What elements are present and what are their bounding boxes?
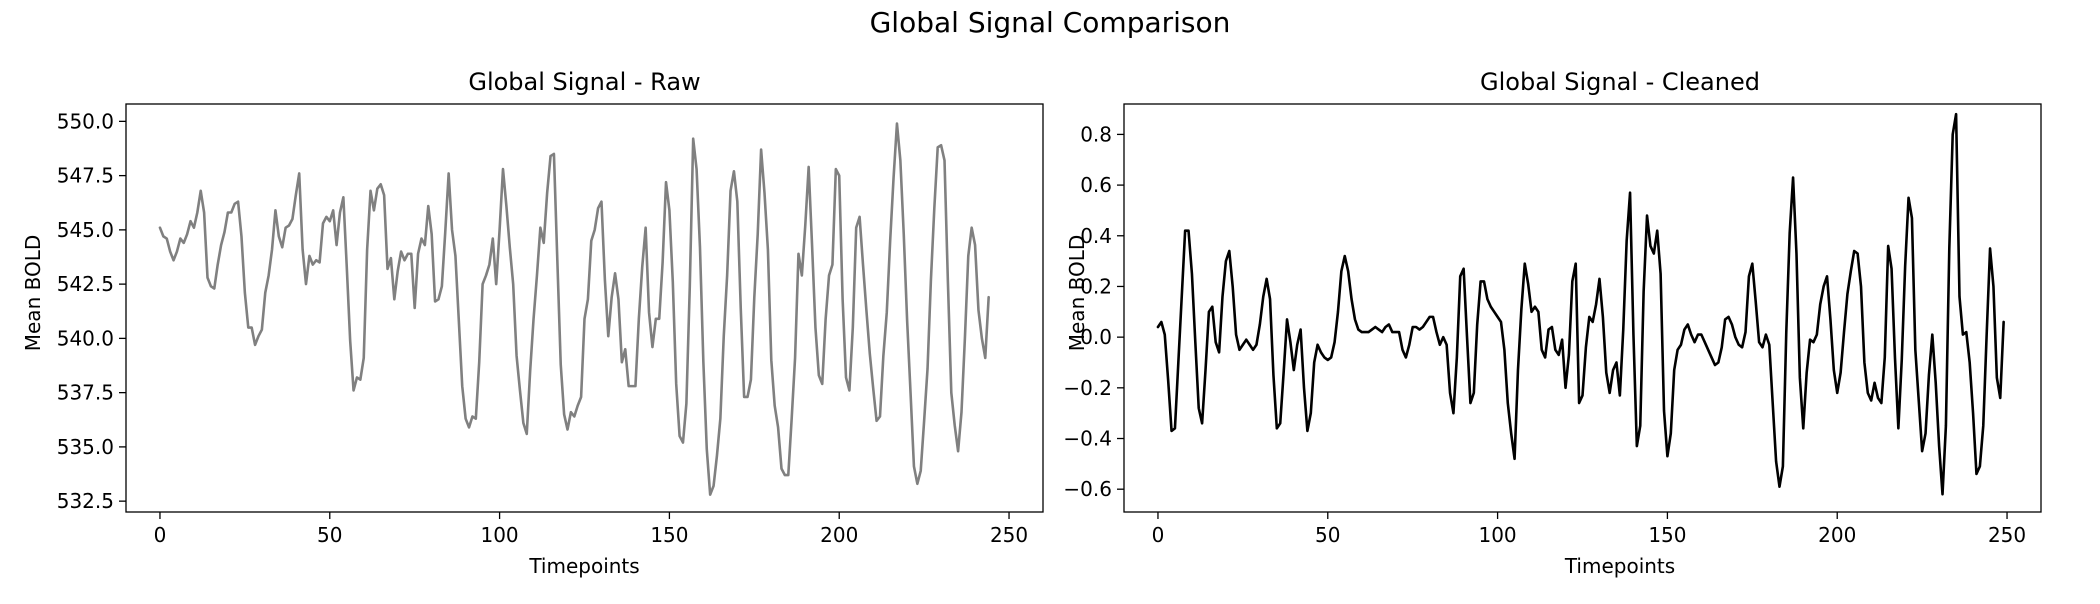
raw-y-tick-label: 545.0	[57, 218, 114, 242]
raw-y-tick-label: 542.5	[57, 272, 114, 296]
cleaned-x-tick-label: 0	[1152, 523, 1165, 547]
cleaned-y-axis-label: Mean BOLD	[1065, 235, 1089, 352]
raw-x-axis-label: Timepoints	[528, 554, 639, 578]
raw-x-tick-label: 200	[820, 523, 858, 547]
figure-title: Global Signal Comparison	[870, 6, 1231, 39]
raw-y-tick-label: 547.5	[57, 164, 114, 188]
cleaned-signal-line	[1156, 112, 2005, 496]
cleaned-chart-marks: 0 50 100 150 200 250 −0.6 −0.4 −0.2 0.0 0.2 0.4 0.6 0…	[1063, 112, 2026, 547]
cleaned-x-tick-label: 100	[1478, 523, 1516, 547]
raw-y-tick-label: 550.0	[57, 109, 114, 133]
raw-signal-panel: Global Signal - Raw Timepoints Mean BOLD…	[21, 68, 1044, 578]
cleaned-x-tick-label: 50	[1315, 523, 1340, 547]
cleaned-y-tick-label: 0.8	[1080, 122, 1112, 146]
cleaned-y-tick-label: 0.2	[1080, 274, 1112, 298]
cleaned-x-tick-label: 150	[1648, 523, 1686, 547]
cleaned-x-tick-label: 250	[1988, 523, 2026, 547]
cleaned-x-axis-label: Timepoints	[1564, 554, 1675, 578]
cleaned-y-tick-label: −0.4	[1063, 427, 1112, 451]
raw-chart-marks: 0 50 100 150 200 250 532.5 535.0 537.5 540.0 542.5…	[57, 109, 1028, 547]
raw-chart-title: Global Signal - Raw	[468, 68, 700, 96]
cleaned-y-tick-label: −0.2	[1063, 376, 1112, 400]
cleaned-y-tick-label: 0.6	[1080, 173, 1112, 197]
raw-y-axis-label: Mean BOLD	[21, 235, 45, 352]
raw-y-tick-label: 537.5	[57, 381, 114, 405]
cleaned-signal-panel: Global Signal - Cleaned Timepoints Mean …	[1063, 68, 2042, 578]
raw-x-tick-label: 100	[480, 523, 518, 547]
raw-y-tick-label: 540.0	[57, 326, 114, 350]
raw-y-tick-label: 532.5	[57, 489, 114, 513]
cleaned-y-tick-label: 0.4	[1080, 224, 1112, 248]
cleaned-x-tick-label: 200	[1818, 523, 1856, 547]
raw-x-tick-label: 150	[650, 523, 688, 547]
cleaned-plot-frame	[1123, 103, 2042, 513]
raw-x-tick-label: 250	[990, 523, 1028, 547]
raw-x-tick-label: 50	[317, 523, 342, 547]
cleaned-y-tick-label: −0.6	[1063, 477, 1112, 501]
cleaned-chart-title: Global Signal - Cleaned	[1480, 68, 1760, 96]
raw-y-tick-label: 535.0	[57, 435, 114, 459]
raw-x-tick-label: 0	[154, 523, 167, 547]
raw-plot-frame	[125, 103, 1044, 513]
cleaned-y-tick-label: 0.0	[1080, 325, 1112, 349]
raw-signal-line	[158, 122, 990, 496]
